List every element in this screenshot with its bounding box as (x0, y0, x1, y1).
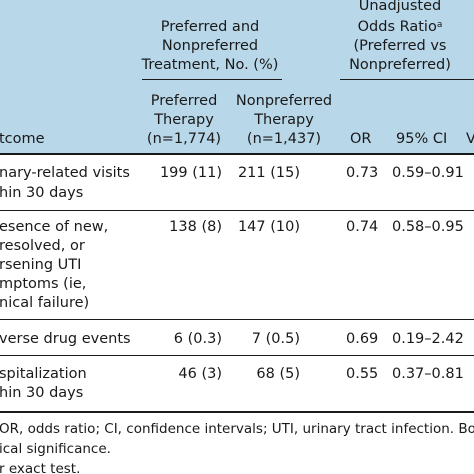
odds-header-line-3: (Preferred vs (353, 38, 447, 54)
row-label-line: nary-related visits (0, 165, 130, 181)
group-header-line-1: Preferred and (160, 19, 260, 35)
ci-value: 0.37–0.81 (392, 366, 464, 382)
or-value: 0.55 (346, 366, 379, 382)
col-ci-header: 95% CI (396, 131, 448, 147)
col-preferred-line-1: Preferred (150, 93, 218, 109)
odds-header-line-1: Unadjusted (358, 0, 442, 14)
preferred-value: 138 (8) (169, 219, 222, 235)
group-header-line-2: Nonpreferred (161, 38, 259, 54)
row-label-line: verse drug events (0, 331, 131, 347)
ci-value: 0.59–0.91 (392, 165, 464, 181)
col-v-header: V (466, 131, 474, 147)
odds-header-line-4: Nonpreferred) (349, 57, 451, 73)
table-bottom-rule (0, 411, 474, 413)
preferred-value: 46 (3) (178, 366, 222, 382)
nonpreferred-value: 147 (10) (237, 219, 300, 235)
group-header-line-3: Treatment, No. (%) (141, 57, 279, 73)
preferred-value: 199 (11) (159, 165, 222, 181)
or-value: 0.73 (346, 165, 379, 181)
nonpreferred-value: 7 (0.5) (251, 331, 300, 347)
footnote-line: ical significance. (0, 441, 111, 457)
odds-header-line-2: Odds Ratioa (357, 19, 443, 35)
ci-value: 0.58–0.95 (392, 219, 464, 235)
row-label-line: rsening UTI (0, 257, 82, 273)
footnote-line: OR, odds ratio; CI, confidence intervals… (0, 421, 474, 437)
row-label-line: spitalization (0, 366, 87, 382)
footnote-line: r exact test. (0, 461, 81, 474)
col-nonpreferred-line-3: (n=1,437) (246, 131, 322, 147)
col-preferred-line-2: Therapy (154, 112, 214, 128)
row-divider (0, 355, 474, 356)
ci-value: 0.19–2.42 (392, 331, 464, 347)
preferred-value: 6 (0.3) (173, 331, 222, 347)
table-header-band (0, 0, 474, 153)
row-label-line: esence of new, (0, 219, 109, 235)
row-label-line: hin 30 days (0, 185, 84, 201)
group-header-rule (142, 79, 282, 80)
col-preferred-line-3: (n=1,774) (146, 131, 222, 147)
col-outcome-header: tcome (0, 131, 45, 147)
nonpreferred-value: 68 (5) (256, 366, 300, 382)
row-divider (0, 319, 474, 320)
col-nonpreferred-line-1: Nonpreferred (235, 93, 333, 109)
odds-header-rule (340, 79, 474, 80)
nonpreferred-value: 211 (15) (237, 165, 300, 181)
col-or-header: OR (350, 131, 372, 147)
row-label-line: nical failure) (0, 295, 90, 311)
header-rule (0, 153, 474, 155)
row-label-line: mptoms (ie, (0, 276, 87, 292)
row-label-line: hin 30 days (0, 385, 84, 401)
or-value: 0.74 (346, 219, 379, 235)
row-label-line: resolved, or (0, 238, 85, 254)
row-divider (0, 210, 474, 211)
col-nonpreferred-line-2: Therapy (254, 112, 314, 128)
or-value: 0.69 (346, 331, 379, 347)
